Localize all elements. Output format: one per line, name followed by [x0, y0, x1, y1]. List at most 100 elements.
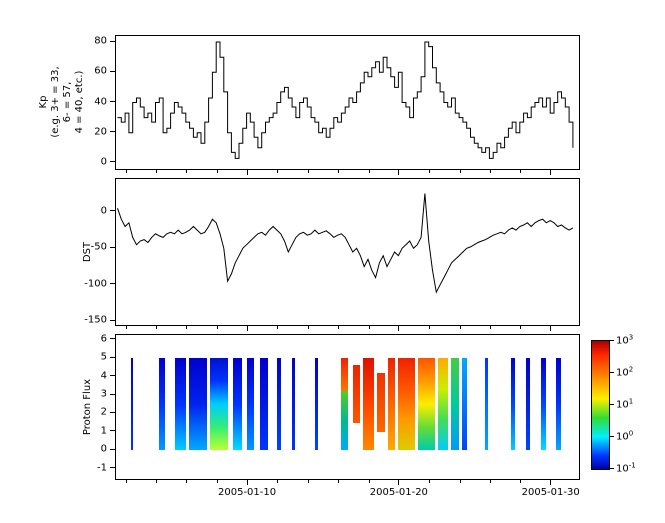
dst-series-line	[117, 193, 574, 294]
proton-flux-band	[437, 358, 449, 451]
y-tick	[110, 283, 115, 285]
y-tick	[110, 246, 115, 248]
colorbar-tick-label: 102	[616, 365, 634, 379]
x-minor-tick	[216, 480, 218, 483]
dst-line-plot	[117, 193, 574, 294]
y-tick	[110, 70, 115, 72]
proton-flux-band	[352, 365, 361, 423]
x-minor-tick	[338, 480, 340, 483]
x-tick	[246, 326, 248, 331]
y-tick	[110, 210, 115, 212]
proton-flux-band	[210, 358, 229, 451]
x-minor-tick	[368, 170, 370, 173]
y-tick	[110, 319, 115, 321]
x-minor-tick	[338, 170, 340, 173]
x-minor-tick	[338, 326, 340, 329]
proton-flux-band	[246, 358, 255, 451]
proton-flux-band	[398, 358, 416, 451]
proton-flux-band	[451, 358, 460, 451]
proton-flux-band	[292, 358, 296, 451]
x-minor-tick	[186, 170, 188, 173]
proton-flux-band	[232, 358, 242, 451]
y-tick	[110, 161, 115, 163]
x-minor-tick	[459, 170, 461, 173]
colorbar-tick-label: 101	[616, 397, 634, 411]
colorbar-tick-label: 100	[616, 429, 634, 443]
x-minor-tick	[368, 480, 370, 483]
x-minor-tick	[489, 480, 491, 483]
y-tick	[110, 101, 115, 102]
x-tick	[246, 480, 248, 485]
x-minor-tick	[155, 326, 157, 329]
y-tick-label: 80	[94, 35, 107, 47]
proton-flux-band	[377, 372, 385, 432]
y-tick-label: 4	[100, 370, 107, 382]
colorbar-tick-label: 10-1	[616, 461, 636, 475]
proton-flux-band	[510, 358, 516, 451]
x-minor-tick	[125, 480, 127, 483]
y-tick	[110, 467, 115, 469]
x-minor-tick	[277, 170, 279, 173]
y-tick-label: 6	[100, 333, 107, 345]
proton-flux-band	[276, 358, 282, 451]
proton-flux-band	[541, 358, 546, 451]
y-tick	[110, 356, 115, 358]
y-tick	[110, 430, 115, 432]
kp-line-plot	[117, 41, 574, 159]
y-tick-label: 2	[100, 406, 107, 418]
y-tick	[110, 40, 115, 42]
proton-flux-band	[131, 358, 133, 451]
y-tick	[110, 375, 115, 377]
x-minor-tick	[307, 170, 309, 173]
x-minor-tick	[520, 480, 522, 483]
y-tick-label: -100	[84, 278, 107, 290]
proton-flux-band	[314, 358, 318, 451]
y-tick	[110, 411, 115, 413]
y-tick	[110, 393, 115, 395]
x-minor-tick	[429, 326, 431, 329]
x-tick-label: 2005-01-20	[369, 487, 428, 498]
colorbar	[591, 340, 610, 470]
proton-flux-band	[418, 358, 435, 451]
x-minor-tick	[216, 326, 218, 329]
x-minor-tick	[216, 170, 218, 173]
proton-flux-band	[556, 358, 561, 451]
colorbar-tick	[610, 435, 614, 437]
y-tick-label: 3	[100, 388, 107, 400]
y-tick	[110, 131, 115, 133]
colorbar-tick	[610, 403, 614, 405]
proton-flux-band	[363, 358, 375, 451]
x-minor-tick	[186, 326, 188, 329]
x-minor-tick	[429, 480, 431, 483]
colorbar-tick-label: 103	[616, 333, 634, 347]
x-minor-tick	[368, 326, 370, 329]
y-tick-label: -50	[90, 241, 107, 253]
x-minor-tick	[429, 170, 431, 173]
y-tick	[110, 338, 115, 340]
x-tick	[550, 480, 552, 485]
x-tick	[398, 170, 400, 175]
x-minor-tick	[307, 326, 309, 329]
y-tick-label: 0	[100, 156, 107, 168]
proton-flux-band	[484, 358, 488, 451]
x-minor-tick	[489, 326, 491, 329]
x-minor-tick	[155, 480, 157, 483]
x-minor-tick	[125, 170, 127, 173]
proton-flux-band	[387, 358, 396, 451]
x-minor-tick	[277, 480, 279, 483]
y-tick-label: 0	[100, 205, 107, 217]
x-tick	[550, 170, 552, 175]
proton-flux-band	[340, 358, 349, 392]
x-tick	[398, 326, 400, 331]
x-minor-tick	[459, 480, 461, 483]
dst-panel	[115, 178, 580, 326]
x-tick-label: 2005-01-30	[521, 487, 580, 498]
x-tick	[550, 326, 552, 331]
kp-series-line	[117, 41, 574, 159]
y-tick-label: -150	[84, 314, 107, 326]
y-tick-label: -1	[97, 462, 107, 474]
proton-flux-band	[340, 391, 349, 451]
y-tick-label: 5	[100, 351, 107, 363]
proton-flux-band	[525, 358, 531, 451]
